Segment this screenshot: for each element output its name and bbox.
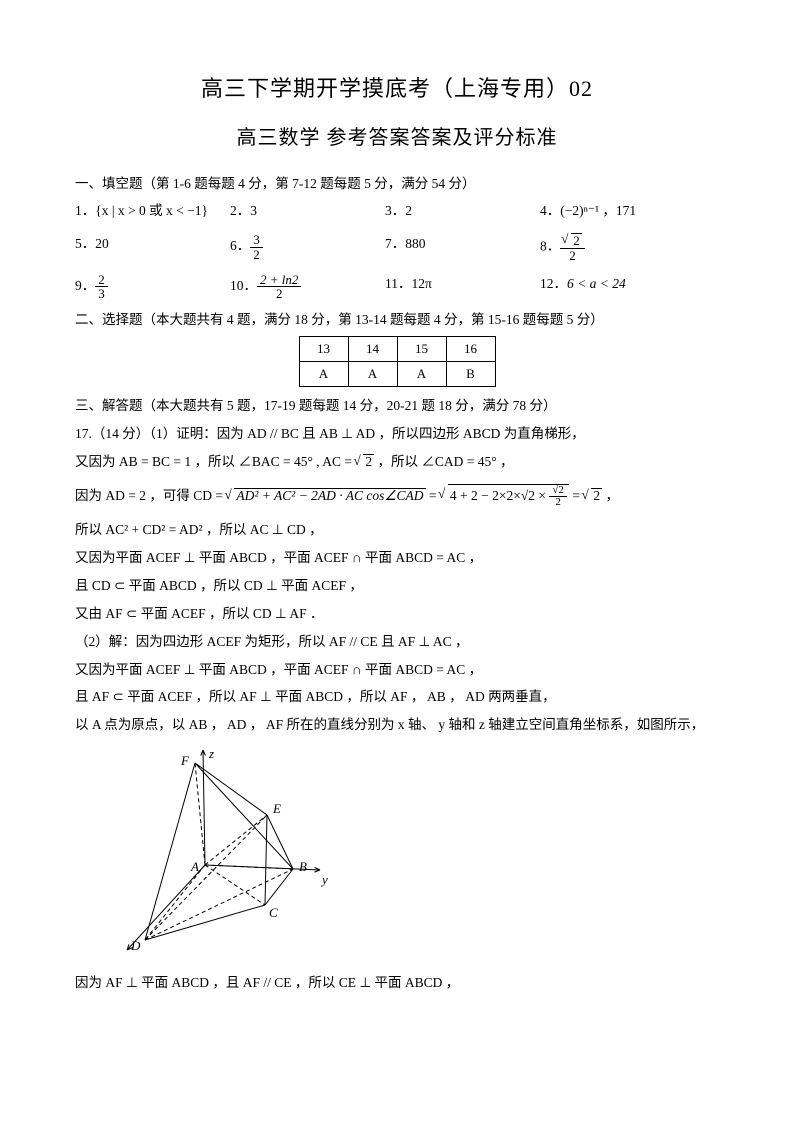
q17-line: （2）解：因为四边形 ACEF 为矩形，所以 AF // CE 且 AF ⊥ A…	[75, 631, 719, 654]
svg-text:z: z	[208, 746, 214, 761]
page-title-2: 高三数学 参考答案答案及评分标准	[75, 121, 719, 155]
table-cell: 13	[299, 336, 348, 361]
choice-answer-table: 13 14 15 16 A A A B	[299, 336, 496, 387]
svg-text:y: y	[320, 872, 328, 887]
table-cell: 16	[446, 336, 495, 361]
q17-line: 且 CD ⊂ 平面 ABCD ，所以 CD ⊥ 平面 ACEF ，	[75, 575, 719, 598]
q17-line: 17.（14 分）（1）证明：因为 AD // BC 且 AB ⊥ AD ，所以…	[75, 423, 719, 446]
answer-10: 10．2 + ln22	[230, 273, 385, 301]
table-cell: 15	[397, 336, 446, 361]
q17-line: 因为 AF ⊥ 平面 ABCD ，且 AF // CE ，所以 CE ⊥ 平面 …	[75, 972, 719, 995]
answer-3: 3．2	[385, 200, 540, 223]
table-cell: A	[299, 361, 348, 386]
q17-line: 所以 AC² + CD² = AD² ，所以 AC ⊥ CD ，	[75, 519, 719, 542]
table-row: 13 14 15 16	[299, 336, 495, 361]
table-cell: A	[397, 361, 446, 386]
diagram-svg: z y x F E A B C D	[115, 745, 335, 955]
q17-line: 且 AF ⊂ 平面 ACEF ，所以 AF ⊥ 平面 ABCD ，所以 AF ，…	[75, 686, 719, 709]
q17-line: 因为 AD = 2 ，可得 CD = AD² + AC² − 2AD · AC …	[75, 484, 719, 509]
svg-text:B: B	[299, 859, 307, 874]
svg-text:x: x	[124, 952, 131, 955]
answer-5: 5．20	[75, 233, 230, 262]
q17-line: 以 A 点为原点，以 AB ， AD ， AF 所在的直线分别为 x 轴、 y …	[75, 714, 719, 737]
section-2-heading: 二、选择题（本大题共有 4 题，满分 18 分，第 13-14 题每题 4 分，…	[75, 309, 719, 332]
q17-line: 又由 AF ⊂ 平面 ACEF ，所以 CD ⊥ AF ．	[75, 603, 719, 626]
table-row: A A A B	[299, 361, 495, 386]
answer-2: 2．3	[230, 200, 385, 223]
answer-7: 7．880	[385, 233, 540, 262]
svg-text:C: C	[269, 905, 278, 920]
table-cell: 14	[348, 336, 397, 361]
page-title-1: 高三下学期开学摸底考（上海专用）02	[75, 70, 719, 107]
table-cell: A	[348, 361, 397, 386]
q17-line: 又因为 AB = BC = 1 ，所以 ∠BAC = 45° , AC = 2 …	[75, 451, 719, 474]
svg-text:E: E	[272, 801, 281, 816]
q17-line: 又因为平面 ACEF ⊥ 平面 ABCD ，平面 ACEF ∩ 平面 ABCD …	[75, 659, 719, 682]
answer-6: 6．32	[230, 233, 385, 262]
answer-12: 12．6 < a < 24	[540, 273, 695, 301]
answer-1: 1．{x | x > 0 或 x < −1}	[75, 200, 230, 223]
answer-9: 9．23	[75, 273, 230, 301]
svg-text:F: F	[180, 753, 190, 768]
fill-blank-answers: 1．{x | x > 0 或 x < −1} 2．3 3．2 4．(−2)ⁿ⁻¹…	[75, 200, 719, 301]
answer-11: 11．12π	[385, 273, 540, 301]
geometry-diagram: z y x F E A B C D	[115, 745, 719, 964]
section-1-heading: 一、填空题（第 1-6 题每题 4 分，第 7-12 题每题 5 分，满分 54…	[75, 173, 719, 196]
answer-8: 8．22	[540, 233, 695, 262]
svg-text:D: D	[130, 938, 141, 953]
table-cell: B	[446, 361, 495, 386]
svg-text:A: A	[190, 859, 199, 874]
answer-4: 4．(−2)ⁿ⁻¹ ，171	[540, 200, 695, 223]
section-3-heading: 三、解答题（本大题共有 5 题，17-19 题每题 14 分，20-21 题 1…	[75, 395, 719, 418]
q17-line: 又因为平面 ACEF ⊥ 平面 ABCD ，平面 ACEF ∩ 平面 ABCD …	[75, 547, 719, 570]
